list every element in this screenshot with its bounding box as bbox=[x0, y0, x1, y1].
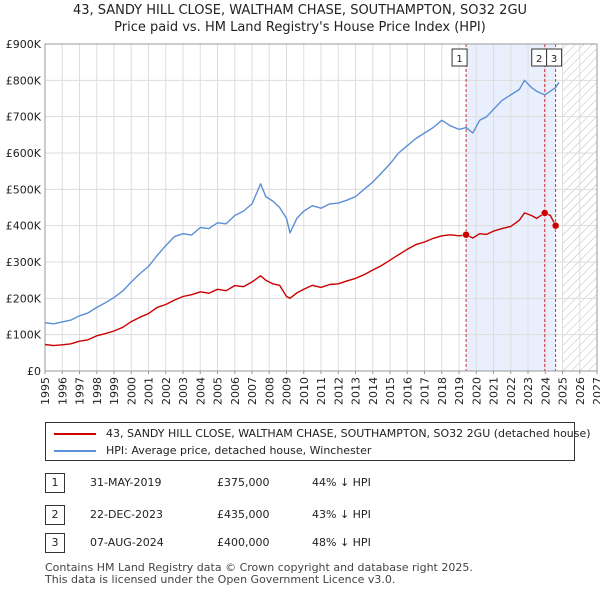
y-tick-label: £500K bbox=[6, 183, 42, 196]
footer: Contains HM Land Registry data © Crown c… bbox=[45, 562, 473, 586]
x-tick-label: 1996 bbox=[56, 377, 69, 405]
transaction-hpi-diff: 44% ↓ HPI bbox=[312, 476, 371, 489]
legend-swatch-property bbox=[54, 433, 96, 435]
sale-point bbox=[551, 221, 560, 230]
x-tick-label: 2017 bbox=[419, 377, 432, 405]
sale-label-box bbox=[451, 48, 468, 67]
transaction-hpi-diff: 48% ↓ HPI bbox=[312, 536, 371, 549]
sale-label-text: 3 bbox=[551, 54, 557, 65]
x-tick-label: 1999 bbox=[108, 377, 121, 405]
y-tick-label: £700K bbox=[6, 111, 42, 124]
y-tick-label: £200K bbox=[6, 292, 42, 305]
sale-label-box bbox=[546, 48, 563, 67]
y-tick-label: £900K bbox=[6, 38, 42, 51]
x-tick-label: 2019 bbox=[453, 377, 466, 405]
y-tick-label: £600K bbox=[6, 147, 42, 160]
hpi-line bbox=[44, 79, 560, 325]
x-tick-label: 2012 bbox=[332, 377, 345, 405]
x-tick-label: 2016 bbox=[401, 377, 414, 405]
x-tick-label: 2004 bbox=[194, 377, 207, 405]
x-tick-label: 2008 bbox=[263, 377, 276, 405]
transaction-price: £375,000 bbox=[217, 476, 270, 489]
x-tick-label: 2018 bbox=[436, 377, 449, 405]
x-tick-label: 2009 bbox=[281, 377, 294, 405]
x-tick-label: 2025 bbox=[557, 377, 570, 405]
transaction-date: 22-DEC-2023 bbox=[90, 508, 164, 521]
transaction-number: 1 bbox=[45, 473, 65, 493]
x-tick-label: 2021 bbox=[488, 377, 501, 405]
x-tick-label: 1995 bbox=[39, 377, 52, 405]
transaction-price: £435,000 bbox=[217, 508, 270, 521]
property-price-line bbox=[44, 212, 560, 347]
footer-line1: Contains HM Land Registry data © Crown c… bbox=[45, 561, 473, 574]
chart-title-line2: Price paid vs. HM Land Registry's House … bbox=[114, 20, 486, 35]
sale-label-text: 2 bbox=[536, 54, 542, 65]
legend-swatch-hpi bbox=[54, 450, 96, 452]
y-tick-label: £800K bbox=[6, 74, 42, 87]
x-tick-label: 2001 bbox=[143, 377, 156, 405]
x-tick-label: 2022 bbox=[505, 377, 518, 405]
x-tick-label: 2011 bbox=[315, 377, 328, 405]
x-tick-label: 2002 bbox=[160, 377, 173, 405]
transaction-hpi-diff: 43% ↓ HPI bbox=[312, 508, 371, 521]
x-tick-label: 1997 bbox=[74, 377, 87, 405]
x-tick-label: 2023 bbox=[522, 377, 535, 405]
sale-point bbox=[540, 209, 549, 217]
x-tick-label: 1998 bbox=[91, 377, 104, 405]
x-tick-label: 2020 bbox=[470, 377, 483, 405]
price-chart: 1 2 3 £0 £100K £200K £300K £400K £500K £600K £700K… bbox=[6, 38, 600, 405]
x-tick-label: 2026 bbox=[574, 377, 587, 405]
y-tick-label: £400K bbox=[6, 220, 42, 233]
chart-title: 43, SANDY HILL CLOSE, WALTHAM CHASE, SOU… bbox=[0, 2, 600, 36]
transaction-number: 2 bbox=[45, 505, 65, 525]
x-tick-label: 2010 bbox=[298, 377, 311, 405]
x-tick-label: 2003 bbox=[177, 377, 190, 405]
x-tick-label: 2013 bbox=[350, 377, 363, 405]
x-tick-label: 2000 bbox=[125, 377, 138, 405]
transaction-price: £400,000 bbox=[217, 536, 270, 549]
chart-title-line1: 43, SANDY HILL CLOSE, WALTHAM CHASE, SOU… bbox=[72, 3, 528, 18]
legend: 43, SANDY HILL CLOSE, WALTHAM CHASE, SOU… bbox=[45, 422, 591, 461]
x-tick-label: 2024 bbox=[539, 377, 552, 405]
transaction-number: 3 bbox=[45, 533, 65, 553]
y-tick-label: £300K bbox=[6, 256, 42, 269]
y-tick-label: £100K bbox=[6, 329, 42, 342]
legend-label-property: 43, SANDY HILL CLOSE, WALTHAM CHASE, SOU… bbox=[106, 427, 591, 440]
sale-point bbox=[462, 231, 470, 239]
x-tick-label: 2027 bbox=[591, 377, 600, 405]
sale-label-text: 1 bbox=[456, 54, 462, 65]
transaction-date: 31-MAY-2019 bbox=[90, 476, 162, 489]
x-tick-label: 2015 bbox=[384, 377, 397, 405]
y-tick-label: £0 bbox=[27, 365, 41, 378]
x-tick-label: 2005 bbox=[212, 377, 225, 405]
legend-label-hpi: HPI: Average price, detached house, Winc… bbox=[106, 444, 372, 457]
x-tick-label: 2006 bbox=[229, 377, 242, 405]
transaction-date: 07-AUG-2024 bbox=[90, 536, 164, 549]
footer-line2: This data is licensed under the Open Gov… bbox=[45, 573, 396, 586]
x-tick-label: 2014 bbox=[367, 377, 380, 405]
x-tick-label: 2007 bbox=[246, 377, 259, 405]
